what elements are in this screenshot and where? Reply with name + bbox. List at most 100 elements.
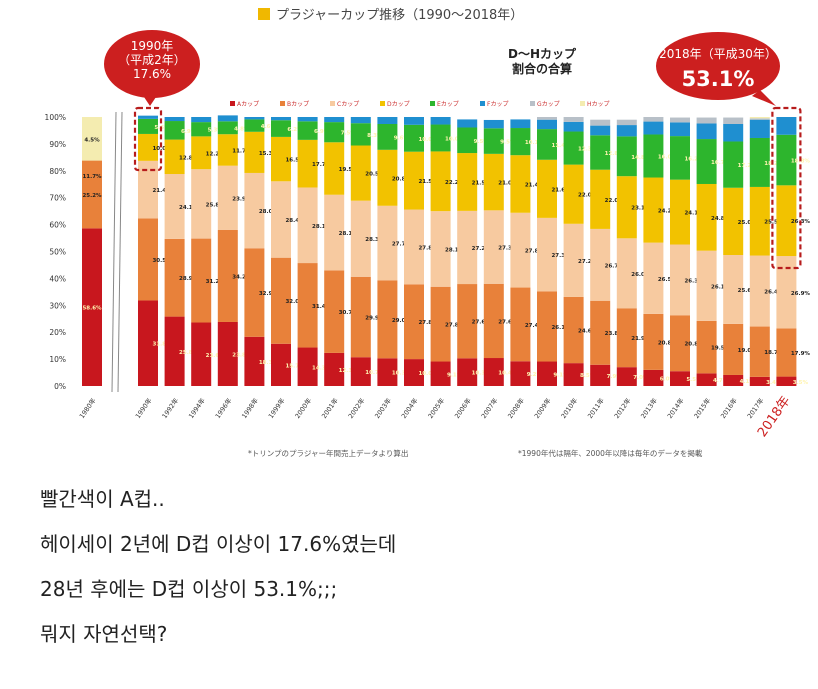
data-label: 10.0% (445, 136, 465, 142)
data-label: 16.2% (684, 156, 704, 162)
x-tick-label: 2011年 (585, 396, 606, 420)
data-label: 23.8% (605, 331, 625, 337)
data-label: 9.1% (553, 372, 569, 378)
data-label: 27.8% (418, 245, 438, 251)
data-label: 27.6% (498, 319, 518, 325)
bar-segment (271, 136, 291, 182)
data-label: 29.0% (392, 318, 412, 324)
data-label: 6.9% (314, 129, 330, 135)
bar-segment (164, 238, 185, 317)
bar-segment (164, 316, 185, 386)
data-label: 31.2% (206, 279, 226, 285)
bar-segment (510, 212, 531, 288)
data-label: 27.8% (418, 320, 438, 326)
bar-segment (696, 183, 717, 251)
bar-segment (510, 128, 531, 156)
data-label: 27.4% (525, 323, 545, 329)
bar-segment (590, 169, 611, 229)
x-tick-label: 2000年 (293, 396, 314, 420)
bar-segment (749, 186, 770, 256)
data-label: 30.5% (152, 258, 172, 264)
bar-segment (590, 300, 611, 365)
data-label: 24.6% (578, 329, 598, 335)
data-label: 26.1% (551, 325, 571, 331)
data-label: 4.7% (713, 378, 729, 384)
data-label: 6.2% (287, 127, 303, 133)
data-label: 22.0% (578, 193, 598, 199)
bar-segment (244, 117, 265, 120)
bar-segment (404, 124, 424, 152)
data-label: 32.0% (285, 299, 305, 305)
bar-segment (590, 119, 611, 126)
legend-label: Fカップ (487, 101, 508, 108)
legend-swatch (480, 101, 485, 106)
bar-segment (563, 131, 584, 165)
bar-segment (377, 149, 398, 206)
bar-segment (324, 352, 345, 386)
bar-segment (430, 117, 451, 125)
data-label: 28.3% (365, 237, 385, 243)
bar-segment (324, 117, 345, 123)
data-label: 19.0% (738, 348, 758, 354)
data-label: 10.3% (472, 371, 492, 377)
left-callout-pointer (142, 94, 158, 106)
data-label: 12.2% (206, 151, 226, 157)
bar-segment (590, 135, 611, 170)
data-label: 20.8% (684, 342, 704, 348)
data-label: 3.5% (793, 380, 809, 386)
data-label: 7.0% (633, 375, 649, 381)
data-label: 10.0% (418, 137, 438, 143)
bar-segment (723, 117, 744, 124)
bar-segment (217, 165, 238, 230)
bar-segment (297, 139, 318, 188)
bar-segment (217, 115, 238, 122)
bar-segment (244, 336, 265, 386)
data-label: 20.8% (658, 340, 678, 346)
data-label: 4.8% (234, 126, 250, 132)
data-label: 15.7% (285, 363, 305, 369)
x-tick-label: 1990年 (133, 396, 154, 420)
bar-segment (244, 119, 265, 132)
data-label: 11.7% (82, 174, 102, 180)
bar-segment (749, 326, 770, 377)
bar-segment (138, 115, 158, 119)
bar-segment (643, 177, 664, 243)
y-tick-label: 30% (49, 301, 66, 310)
data-label: 18.7% (764, 350, 784, 356)
right-callout-pointer (752, 90, 776, 106)
bar-segment (563, 121, 584, 132)
bar-segment (670, 371, 690, 386)
data-label: 58.6% (82, 306, 102, 312)
bar-segment (643, 117, 664, 122)
bar-segment (457, 358, 478, 386)
data-label: 27.3% (498, 246, 518, 252)
data-label: 28.1% (445, 247, 465, 253)
data-label: 28.4% (285, 218, 305, 224)
data-label: 17.9% (791, 351, 810, 357)
bar-segment (217, 321, 238, 386)
bar-segment (537, 159, 557, 218)
bar-segment (696, 373, 717, 386)
bar-segment (670, 179, 690, 245)
axis-break-line (117, 111, 123, 393)
y-tick-label: 50% (49, 248, 66, 257)
y-tick-label: 70% (49, 194, 66, 203)
legend-label: Cカップ (337, 101, 359, 108)
y-tick-label: 40% (49, 274, 66, 283)
x-tick-label: 2014年 (665, 396, 686, 420)
title-legend-swatch (258, 8, 270, 20)
x-tick-label: 2015年 (692, 396, 713, 420)
bar-segment (457, 284, 478, 359)
legend-label: Hカップ (587, 101, 610, 108)
data-label: 17.2% (738, 163, 758, 169)
data-label: 9.1% (447, 372, 463, 378)
bar-segment (776, 117, 797, 135)
data-label: 25.8% (206, 202, 226, 208)
data-label: 25.2% (82, 193, 102, 199)
right-callout-bubble (656, 32, 780, 100)
data-label: 30.7% (339, 310, 359, 316)
data-label: 18.8% (791, 159, 810, 165)
stacked-bar-chart: プラジャーカップ推移（1990〜2018年） 0% 10% 20% 30% 40% 50% 6… (45, 8, 810, 458)
data-label: 15.3% (259, 151, 279, 157)
data-label: 23.8% (232, 352, 252, 358)
